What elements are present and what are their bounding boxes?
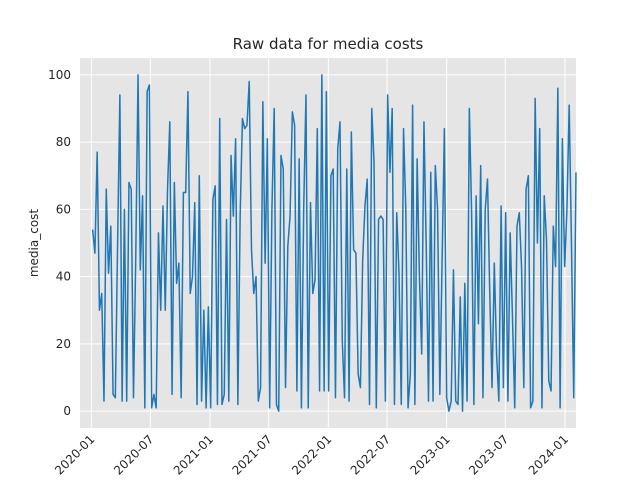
- y-tick-label: 40: [56, 270, 71, 284]
- y-tick-label: 100: [48, 68, 71, 82]
- x-tick-label: 2023-07: [466, 432, 511, 477]
- x-tick-label: 2020-07: [111, 432, 156, 477]
- series-line: [91, 74, 577, 412]
- y-tick-label: 80: [56, 135, 71, 149]
- y-tick-label: 20: [56, 337, 71, 351]
- x-tick-labels: 2020-01 2020-07 2021-01 2021-07 2022-01 2022-…: [52, 432, 571, 477]
- x-tick-label: 2022-01: [289, 432, 334, 477]
- y-axis-label: media_cost: [27, 209, 41, 278]
- x-tick-label: 2020-01: [52, 432, 97, 477]
- x-tick-label: 2021-07: [229, 432, 274, 477]
- x-tick-label: 2021-01: [171, 432, 216, 477]
- y-tick-labels: 0 20 40 60 80 100: [48, 68, 71, 418]
- x-tick-label: 2024-01: [526, 432, 571, 477]
- chart-title: Raw data for media costs: [233, 35, 424, 53]
- y-tick-label: 0: [63, 404, 71, 418]
- x-tick-label: 2022-07: [348, 432, 393, 477]
- x-tick-label: 2023-01: [407, 432, 452, 477]
- y-tick-label: 60: [56, 202, 71, 216]
